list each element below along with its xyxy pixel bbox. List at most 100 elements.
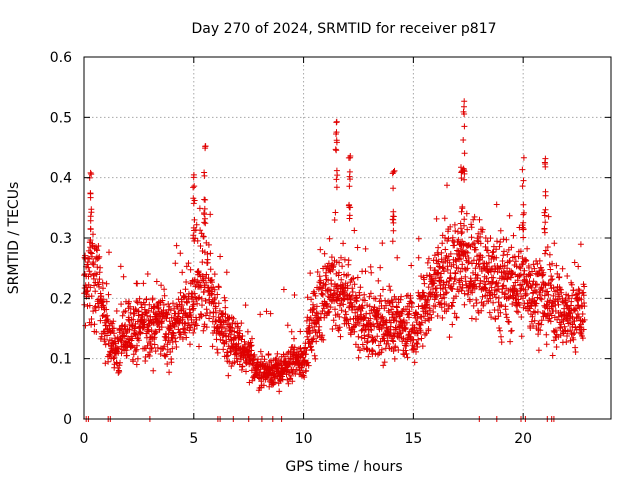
data-point <box>530 278 537 285</box>
data-point <box>517 271 524 278</box>
data-point <box>333 139 340 146</box>
data-point <box>151 341 158 348</box>
data-point <box>203 324 210 331</box>
data-point <box>87 217 94 224</box>
data-point <box>165 301 172 307</box>
data-point <box>536 257 543 264</box>
data-point <box>473 296 480 303</box>
data-point <box>541 292 548 299</box>
data-point <box>441 215 448 222</box>
data-point <box>408 262 415 269</box>
data-point <box>308 347 315 354</box>
data-point <box>562 299 569 306</box>
data-point <box>103 280 110 287</box>
data-point <box>432 303 439 310</box>
data-point <box>177 250 184 257</box>
data-point <box>486 259 492 266</box>
data-point <box>160 301 167 308</box>
data-point <box>302 351 309 358</box>
data-point <box>347 316 354 323</box>
x-tick-label: 20 <box>514 431 532 447</box>
data-point <box>452 228 459 234</box>
data-point <box>87 249 94 256</box>
data-point <box>86 268 93 275</box>
data-point <box>165 331 172 338</box>
data-point <box>375 277 382 284</box>
data-point <box>117 359 123 366</box>
data-point <box>158 282 165 289</box>
data-point <box>474 237 481 244</box>
data-point <box>193 221 200 228</box>
data-point <box>207 266 214 273</box>
data-point <box>200 327 207 334</box>
data-point <box>461 150 468 157</box>
data-point <box>198 295 205 302</box>
data-point <box>558 321 565 328</box>
data-point <box>452 276 459 282</box>
data-point <box>339 281 346 288</box>
data-point <box>90 261 97 268</box>
data-point <box>385 341 392 347</box>
data-point <box>206 315 213 322</box>
data-point <box>413 340 420 347</box>
data-point <box>427 264 434 271</box>
data-point <box>97 264 104 271</box>
data-point <box>123 352 130 359</box>
data-point <box>187 266 194 273</box>
data-point <box>493 201 500 208</box>
data-point <box>346 173 353 180</box>
data-point <box>144 312 151 319</box>
data-point <box>459 203 466 210</box>
data-point <box>520 154 527 161</box>
data-point <box>390 219 397 226</box>
data-point <box>482 285 489 292</box>
data-point <box>90 275 97 282</box>
data-point <box>494 238 500 245</box>
data-point <box>568 298 575 305</box>
data-point <box>461 103 467 110</box>
data-point <box>132 348 139 354</box>
data-point <box>402 325 409 331</box>
data-point <box>421 292 428 299</box>
data-point <box>456 252 463 259</box>
data-point <box>306 324 313 331</box>
data-point <box>390 185 397 192</box>
data-point <box>276 388 283 395</box>
data-point <box>239 363 246 370</box>
data-point <box>336 259 343 266</box>
data-point <box>202 145 209 152</box>
data-point <box>190 305 197 312</box>
data-point <box>321 250 328 257</box>
data-point <box>549 352 556 359</box>
data-point <box>498 302 505 308</box>
data-point <box>458 255 464 262</box>
data-point <box>468 234 475 241</box>
data-point <box>520 201 527 208</box>
data-point <box>485 252 492 259</box>
data-point <box>570 336 577 343</box>
data-point <box>367 290 374 297</box>
y-tick-label: 0.3 <box>50 231 72 247</box>
data-point <box>163 315 170 322</box>
data-point <box>451 221 458 228</box>
data-point <box>549 260 556 267</box>
data-point <box>243 368 249 375</box>
data-point <box>520 234 527 241</box>
data-point <box>190 195 197 202</box>
data-point <box>504 265 511 272</box>
data-point <box>170 300 176 307</box>
data-point <box>508 244 515 251</box>
data-point <box>480 301 487 307</box>
data-point <box>262 376 269 383</box>
data-point <box>312 355 319 362</box>
data-point <box>504 251 511 258</box>
data-point <box>134 280 141 287</box>
data-point <box>438 256 445 263</box>
data-point <box>379 240 386 247</box>
data-point <box>559 265 566 272</box>
data-point <box>467 275 474 282</box>
data-point <box>177 331 184 338</box>
data-point <box>218 328 225 335</box>
data-point <box>113 308 120 314</box>
data-point <box>90 231 96 238</box>
